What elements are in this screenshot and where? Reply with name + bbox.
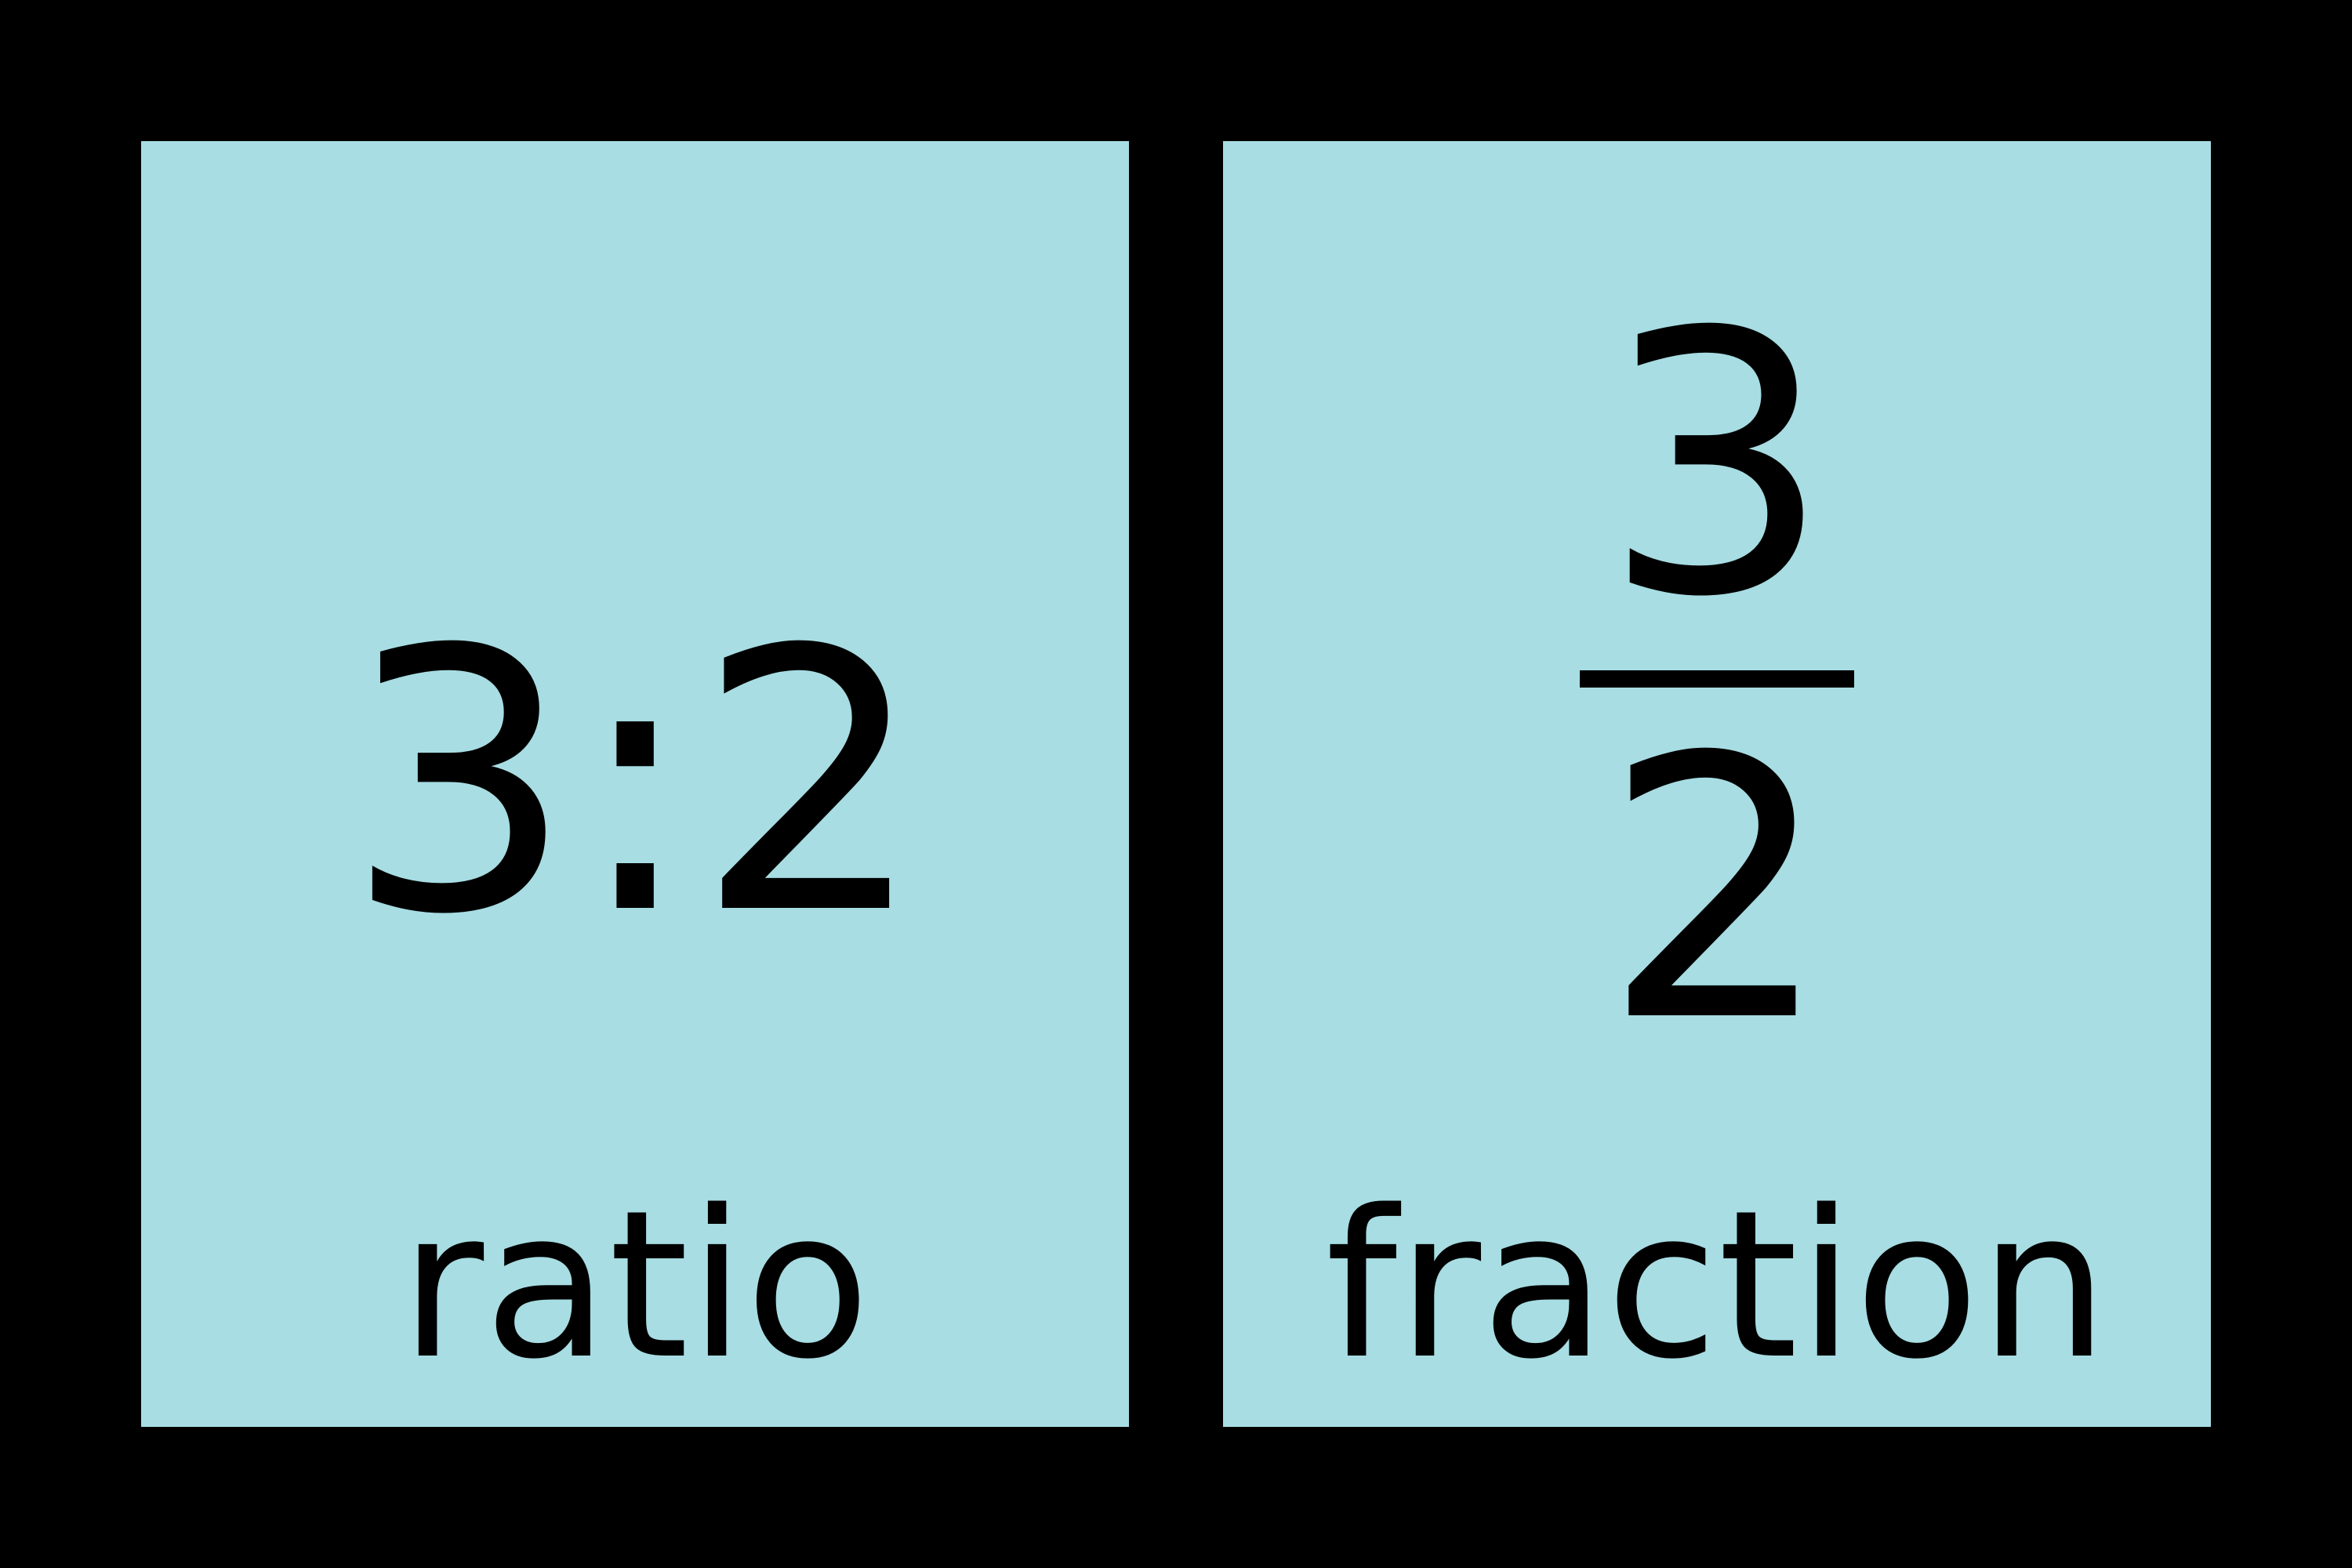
fraction-value: 3 2: [1580, 286, 1854, 1072]
fraction-caption: fraction: [1326, 1184, 2109, 1388]
fraction-numerator: 3: [1602, 286, 1832, 647]
ratio-card: 3:2 ratio: [141, 141, 1129, 1427]
ratio-caption: ratio: [400, 1184, 869, 1388]
fraction-denominator: 2: [1602, 711, 1832, 1072]
diagram-stage: 3:2 ratio 3 2 fraction: [0, 0, 2352, 1568]
fraction-card: 3 2 fraction: [1223, 141, 2211, 1427]
ratio-value: 3:2: [345, 604, 925, 964]
